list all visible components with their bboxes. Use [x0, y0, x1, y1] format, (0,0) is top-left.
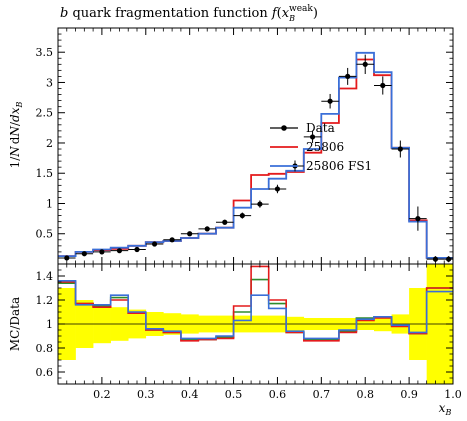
ratio-y-tick-label: 1 — [46, 318, 53, 331]
ratio-frame — [57, 263, 454, 385]
ratio-y-ticks: 0.6 0.8 1 1.2 1.4 — [36, 269, 453, 379]
x-tick-label: 0.4 — [181, 388, 199, 401]
x-axis-label: xB — [439, 401, 452, 417]
main-frame — [57, 27, 454, 265]
main-series-layer — [58, 51, 453, 259]
chart-title: b quark fragmentation function f(xBweak) — [60, 4, 318, 23]
main-y-ticks: 0.5 1 1.5 2 2.5 3 3.5 — [36, 28, 454, 264]
data-point — [257, 201, 263, 207]
data-point — [345, 73, 351, 80]
data-point — [81, 251, 87, 257]
ratio-y-tick-label: 0.6 — [36, 366, 54, 379]
data-point — [99, 249, 105, 255]
ratio-y-tick-label: 0.8 — [36, 342, 54, 355]
legend: Data 25806 25806 FS1 — [270, 121, 372, 173]
uncertainty-band — [58, 264, 454, 384]
data-point — [362, 61, 368, 67]
data-point — [432, 256, 439, 262]
main-panel: 0.5 1 1.5 2 2.5 3 3.5 1/NdN/dxB Data 25806 258… — [8, 27, 454, 265]
main-y-tick-label: 1 — [46, 197, 53, 210]
legend-data-label: Data — [306, 121, 335, 135]
x-tick-label: 0.9 — [400, 388, 418, 401]
data-point — [397, 146, 403, 152]
data-point — [222, 219, 228, 225]
main-y-tick-label: 3 — [46, 76, 53, 89]
main-y-tick-label: 2 — [46, 137, 53, 150]
legend-fs1-label: 25806 FS1 — [306, 159, 372, 173]
data-point — [446, 256, 452, 262]
x-tick-label: 1.0 — [444, 388, 462, 401]
data-point — [134, 246, 140, 253]
data-point — [116, 248, 123, 254]
ratio-y-tick-label: 1.2 — [36, 294, 54, 307]
x-tick-label: 0.2 — [93, 388, 111, 401]
ratio-y-tick-label: 1.4 — [36, 270, 54, 283]
data-point — [415, 216, 421, 222]
data-point — [327, 98, 333, 104]
x-tick-label: 0.6 — [269, 388, 287, 401]
data-point — [169, 237, 175, 243]
x-tick-label: 0.8 — [356, 388, 374, 401]
main-y-tick-label: 0.5 — [36, 228, 54, 241]
main-y-label: 1/NdN/dxB — [8, 102, 24, 169]
x-tick-label: 0.3 — [137, 388, 155, 401]
data-point — [204, 226, 210, 232]
x-tick-label: 0.5 — [225, 388, 243, 401]
ratio-panel: 0.6 0.8 1 1.2 1.4 0.2 0.3 0.4 0.5 0.6 0.7 0.8 0.9 1.… — [8, 263, 462, 417]
main-y-tick-label: 3.5 — [36, 46, 54, 59]
data-point — [309, 134, 316, 140]
main-y-tick-label: 2.5 — [36, 107, 54, 120]
legend-25806-label: 25806 — [306, 140, 344, 154]
main-y-tick-label: 1.5 — [36, 167, 54, 180]
data-point — [187, 231, 193, 237]
data-points-layer — [58, 54, 453, 263]
ratio-series-layer — [58, 265, 453, 342]
ratio-x-ticks: 0.2 0.3 0.4 0.5 0.6 0.7 0.8 0.9 1.0 — [66, 264, 462, 401]
data-point — [64, 255, 70, 261]
legend-data-marker — [281, 125, 287, 131]
ratio-series-1-line — [58, 280, 453, 340]
data-point — [274, 186, 281, 192]
data-point — [239, 212, 245, 219]
data-point — [151, 241, 158, 247]
ratio-y-label: MC/Data — [8, 297, 22, 351]
data-point — [380, 82, 386, 89]
series-1-line — [58, 51, 453, 259]
x-tick-label: 0.7 — [313, 388, 331, 401]
series-0-line — [58, 58, 453, 259]
